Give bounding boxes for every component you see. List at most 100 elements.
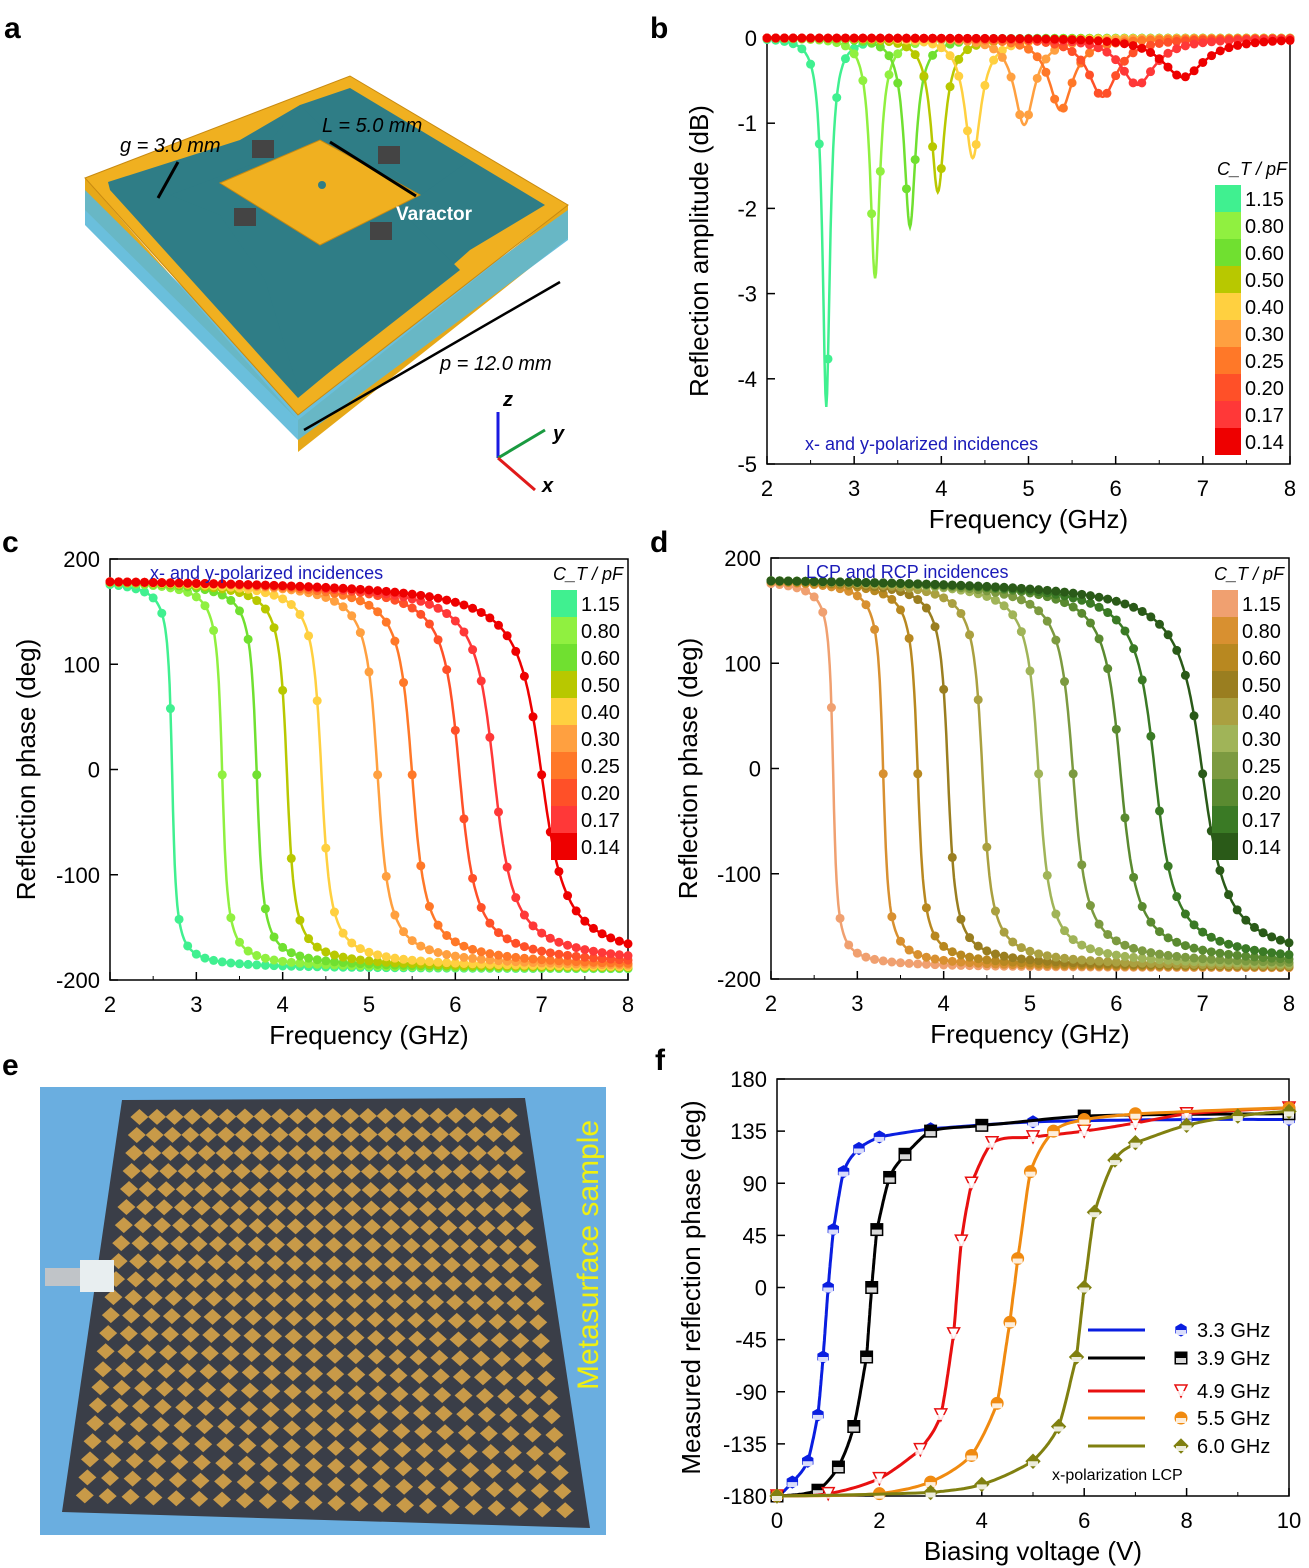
unit-cell xyxy=(246,1254,265,1271)
data-point xyxy=(989,33,999,43)
data-point xyxy=(459,941,469,951)
data-point xyxy=(494,807,503,817)
y-tick-label: 200 xyxy=(63,547,100,572)
data-point xyxy=(1137,43,1147,53)
unit-cell xyxy=(518,1239,537,1256)
x-tick-label: 6 xyxy=(449,992,461,1017)
unit-cell xyxy=(163,1126,182,1143)
unit-cell xyxy=(227,1254,246,1271)
data-point xyxy=(468,873,478,883)
data-point xyxy=(1034,606,1044,616)
marker-half-fill xyxy=(1109,1160,1120,1166)
data-point xyxy=(502,934,512,944)
x-axis-label: Frequency (GHz) xyxy=(929,504,1128,534)
data-point xyxy=(1129,602,1139,612)
data-point xyxy=(1215,936,1225,946)
data-point xyxy=(962,45,972,55)
unit-cell xyxy=(507,1163,526,1180)
unit-cell xyxy=(367,1348,386,1365)
y-tick-label: 100 xyxy=(63,652,100,677)
y-tick-label: -200 xyxy=(56,968,100,993)
x-axis-label: Biasing voltage (V) xyxy=(924,1536,1142,1566)
data-point xyxy=(832,93,842,103)
data-point xyxy=(1129,943,1139,953)
unit-cell xyxy=(215,1145,234,1162)
unit-cell xyxy=(150,1235,169,1252)
data-point xyxy=(468,603,478,613)
unit-cell xyxy=(216,1436,235,1453)
data-point xyxy=(485,613,495,623)
unit-cell xyxy=(441,1238,460,1255)
data-point xyxy=(183,941,193,951)
y-tick-label: 100 xyxy=(724,651,761,676)
unit-cell xyxy=(531,1333,550,1350)
data-point xyxy=(962,126,972,136)
L-label: L = 5.0 mm xyxy=(322,115,422,137)
data-point xyxy=(217,590,227,600)
data-point xyxy=(1215,948,1225,958)
unit-cell xyxy=(403,1256,422,1273)
unit-cell xyxy=(489,1163,508,1180)
data-point xyxy=(1042,951,1052,961)
data-point xyxy=(997,45,1007,55)
unit-cell xyxy=(101,1470,120,1487)
unit-cell xyxy=(394,1460,413,1477)
data-point xyxy=(1085,591,1095,601)
marker-half-fill xyxy=(1048,1131,1059,1137)
unit-cell xyxy=(362,1200,381,1217)
data-point xyxy=(1085,618,1095,628)
unit-cell xyxy=(304,1420,323,1437)
data-point xyxy=(1180,909,1190,919)
unit-cell xyxy=(164,1290,183,1307)
data-point xyxy=(1224,890,1234,900)
unit-cell xyxy=(221,1345,240,1362)
unit-cell xyxy=(235,1108,254,1125)
unit-cell xyxy=(468,1145,487,1162)
data-point xyxy=(390,587,400,597)
unit-cell xyxy=(361,1182,380,1199)
unit-cell xyxy=(305,1255,324,1272)
data-point xyxy=(329,957,339,967)
x-tick-label: 7 xyxy=(1197,991,1209,1016)
data-point xyxy=(1103,929,1113,939)
data-point xyxy=(252,770,262,780)
unit-cell xyxy=(502,1126,521,1143)
unit-cell xyxy=(556,1502,575,1519)
data-point xyxy=(867,33,877,43)
unit-cell xyxy=(460,1238,479,1255)
data-point xyxy=(286,957,296,967)
unit-cell xyxy=(346,1348,365,1365)
marker-half-fill xyxy=(1071,1357,1082,1362)
data-point xyxy=(823,33,833,43)
data-point xyxy=(588,946,598,956)
data-point xyxy=(939,593,949,603)
x-tick-label: 0 xyxy=(771,1508,783,1533)
annotation: x-polarization LCP xyxy=(1052,1467,1183,1484)
data-point xyxy=(243,580,253,590)
unit-cell xyxy=(508,1482,527,1499)
data-point xyxy=(1050,45,1060,55)
unit-cell xyxy=(190,1490,209,1507)
marker-half-fill xyxy=(948,1333,959,1339)
data-point xyxy=(416,609,426,619)
plot-frame xyxy=(766,37,1291,465)
unit-cell xyxy=(305,1273,324,1290)
y-tick-label: -2 xyxy=(737,196,757,221)
unit-cell xyxy=(238,1437,257,1454)
x-tick-label: 4 xyxy=(938,991,950,1016)
data-point xyxy=(1103,594,1113,604)
colorbar-label: 1.15 xyxy=(1242,594,1281,616)
series-line-0.20 xyxy=(110,580,629,962)
data-point xyxy=(554,949,564,959)
data-point xyxy=(990,906,1000,916)
marker-half-fill xyxy=(1028,1136,1038,1142)
unit-cell xyxy=(550,1464,569,1481)
data-point xyxy=(840,33,850,43)
data-point xyxy=(450,616,460,626)
data-point xyxy=(818,577,828,587)
data-point xyxy=(1051,586,1061,596)
unit-cell xyxy=(175,1399,194,1416)
data-point xyxy=(1155,806,1164,816)
unit-cell xyxy=(206,1272,225,1289)
unit-cell xyxy=(218,1108,237,1125)
